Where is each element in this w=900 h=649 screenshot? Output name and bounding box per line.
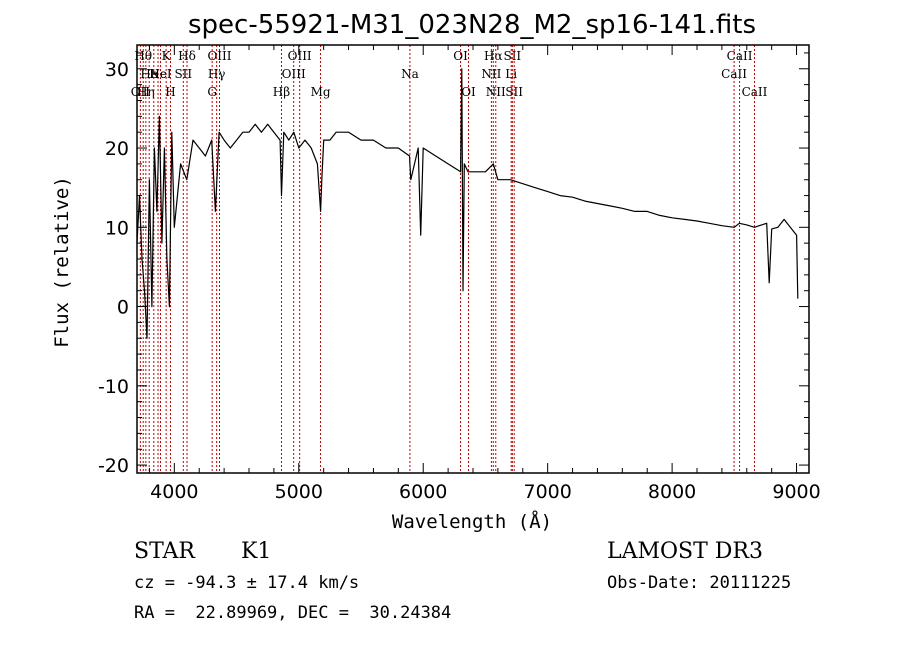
line-marker-label: Ne — [149, 67, 167, 81]
line-marker-label: OI — [461, 85, 476, 99]
line-marker-label: Li — [505, 67, 517, 81]
line-marker-label: Hβ — [273, 85, 290, 99]
chart-title: spec-55921-M31_023N28_M2_sp16-141.fits — [188, 10, 756, 40]
y-tick-label: -10 — [98, 376, 129, 398]
line-marker-label: H — [165, 85, 175, 99]
line-marker-label: OIII — [282, 67, 306, 81]
line-marker-label: CaII — [727, 49, 753, 63]
survey-name: LAMOST DR3 — [607, 539, 763, 564]
x-tick-label: 5000 — [275, 481, 323, 503]
redshift-cz: cz = -94.3 ± 17.4 km/s — [134, 573, 360, 593]
line-marker-label: OIII — [288, 49, 312, 63]
line-marker-label: Hα — [484, 49, 503, 63]
line-marker-label: Hδ — [178, 49, 196, 63]
object-class: STAR — [134, 539, 195, 564]
observation-date: Obs-Date: 20111225 — [607, 573, 792, 593]
line-marker-label: NII — [481, 67, 501, 81]
x-tick-label: 4000 — [150, 481, 198, 503]
line-marker-label: K — [162, 49, 172, 63]
line-marker-label: OI — [453, 49, 468, 63]
x-tick-label: 7000 — [523, 481, 571, 503]
spectrum-line — [136, 68, 799, 339]
line-marker-label: Na — [401, 67, 419, 81]
plot-frame — [136, 44, 810, 474]
line-marker-label: CaII — [721, 67, 747, 81]
line-marker-label: OIII — [207, 49, 231, 63]
line-marker-label: CaII — [742, 85, 768, 99]
y-axis-label: Flux (relative) — [51, 176, 73, 348]
line-marker-label: Hη — [137, 85, 155, 99]
axis-ticks: 4000 5000 6000 7000 8000 9000 -20 -10 0 10 20 30 — [98, 45, 821, 503]
line-marker-label: SII — [503, 49, 521, 63]
emission-line-markers: OIIHθHηHeNeHeIKHSIIHδGHγOIIIHβOIIIOIIIMg… — [131, 45, 768, 473]
x-tick-label: 8000 — [648, 481, 696, 503]
object-subclass: K1 — [241, 539, 272, 564]
line-marker-label: SII — [174, 67, 192, 81]
line-marker-label: Hγ — [208, 67, 226, 81]
y-tick-label: -20 — [98, 455, 129, 477]
line-marker-label: OII — [131, 85, 151, 99]
line-marker-label: SII — [505, 85, 523, 99]
ra-dec: RA = 22.89969, DEC = 30.24384 — [134, 603, 452, 623]
x-axis-label: Wavelength (Å) — [392, 510, 552, 533]
y-tick-label: 0 — [117, 297, 129, 319]
line-marker-label: HeI — [149, 67, 172, 81]
x-tick-label: 9000 — [772, 481, 820, 503]
line-marker-label: G — [207, 85, 217, 99]
line-marker-label: Mg — [311, 85, 331, 99]
y-tick-label: 20 — [105, 138, 129, 160]
y-tick-label: 30 — [105, 59, 129, 81]
y-tick-label: 10 — [105, 217, 129, 239]
line-marker-label: NII — [486, 85, 506, 99]
x-tick-label: 6000 — [399, 481, 447, 503]
